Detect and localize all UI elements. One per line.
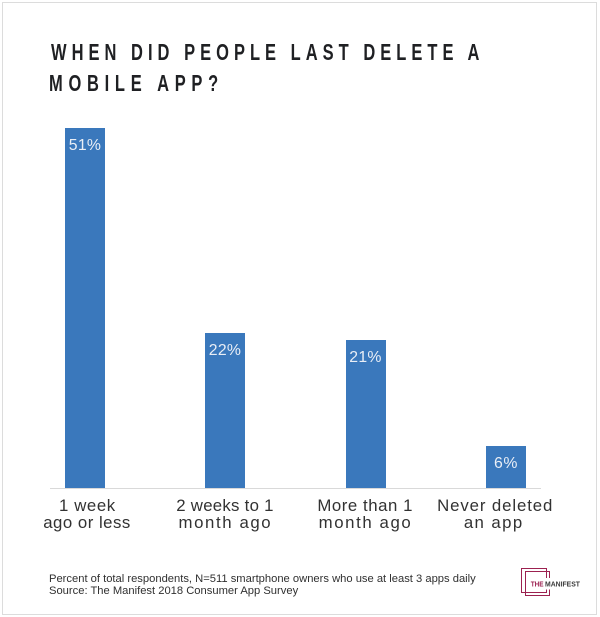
svg-text:THE: THE [531, 579, 544, 588]
svg-text:MANIFEST: MANIFEST [545, 579, 580, 588]
